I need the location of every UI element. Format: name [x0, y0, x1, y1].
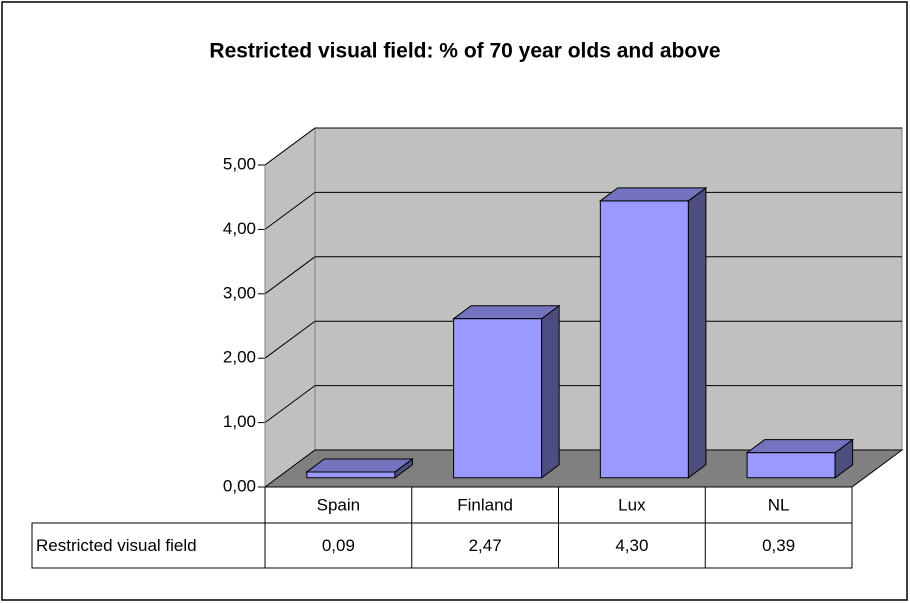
bar: [598, 186, 708, 479]
y-tick-label: 0,00: [223, 476, 256, 495]
table-border: [31, 486, 853, 569]
table-value: 0,39: [762, 536, 795, 555]
bar: [452, 304, 561, 479]
bar-top: [452, 305, 561, 320]
side-wall: [264, 127, 316, 488]
bar-front: [306, 471, 396, 479]
y-tick-label: 4,00: [223, 219, 256, 238]
bar-top: [305, 458, 414, 473]
bar-top: [745, 439, 855, 454]
table-value: 2,47: [469, 536, 502, 555]
legend-label: Restricted visual field: [36, 536, 197, 555]
bar: [745, 438, 855, 479]
y-tick-label: 3,00: [223, 283, 256, 302]
table-value: 4,30: [615, 536, 648, 555]
y-tick-label: 1,00: [223, 412, 256, 431]
bar-side: [541, 304, 560, 479]
bar-front: [453, 318, 543, 479]
bar-top: [598, 187, 708, 202]
bar-front: [746, 452, 836, 479]
y-tick-label: 2,00: [223, 348, 256, 367]
grid-line: [264, 127, 902, 166]
x-tick-label: NL: [768, 495, 790, 514]
bar-side: [687, 186, 707, 479]
bar: [305, 458, 414, 479]
bar-front: [599, 200, 689, 479]
chart-title: Restricted visual field: % of 70 year ol…: [209, 40, 720, 63]
x-tick-label: Finland: [457, 495, 513, 514]
y-tick-label: 5,00: [223, 154, 256, 173]
x-tick-label: Lux: [618, 495, 646, 514]
table-value: 0,09: [322, 536, 355, 555]
x-tick-label: Spain: [317, 495, 360, 514]
